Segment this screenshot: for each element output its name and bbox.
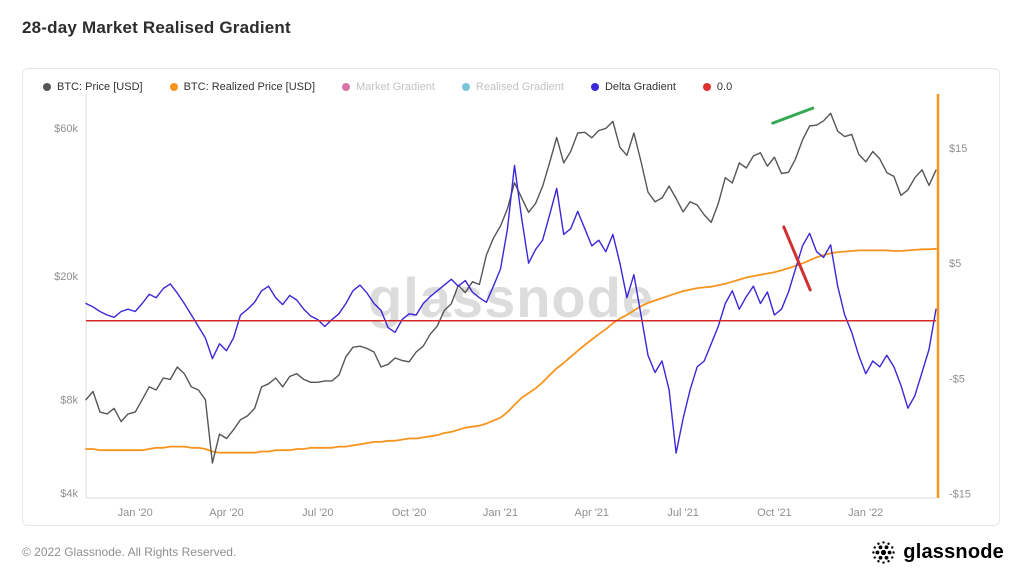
x-axis-tick: Jan '20 [118, 507, 153, 519]
legend-dot-icon [702, 83, 711, 91]
x-axis-tick: Jul '20 [302, 507, 333, 519]
legend-dot-icon [590, 83, 599, 91]
left-axis-tick: $60k [54, 123, 78, 135]
logo-dot [891, 555, 894, 559]
page-title: 28-day Market Realised Gradient [22, 18, 291, 37]
logo-dot [873, 545, 877, 549]
logo-dot [887, 542, 891, 545]
brand-name: glassnode [903, 540, 1004, 563]
logo-dot [877, 542, 880, 545]
x-axis-tick: Apr '20 [209, 507, 244, 519]
x-axis-tick: Oct '20 [392, 507, 427, 519]
logo-dot [878, 544, 883, 549]
logo-dot [878, 555, 883, 560]
legend-dot-icon [461, 83, 470, 91]
logo-dot [887, 559, 891, 562]
chart-card: BTC: Price [USD] BTC: Realized Price [USD… [22, 68, 1000, 526]
legend-dot-icon [43, 83, 51, 91]
right-axis-tick: $15 [949, 143, 967, 155]
legend-label: 0.0 [716, 81, 733, 93]
x-axis-tick: Jan '22 [848, 507, 883, 519]
left-axis-tick: $8k [60, 395, 78, 407]
legend-dot-icon [342, 83, 351, 91]
x-axis-tick: Jan '21 [483, 507, 518, 519]
logo-dot [892, 550, 896, 554]
legend-label: Realised Gradient [475, 81, 564, 93]
watermark: glassnode [368, 266, 654, 329]
left-axis-tick: $20k [54, 271, 78, 283]
logo-dot [881, 549, 887, 555]
right-axis-tick: -$15 [949, 488, 971, 500]
logo-dot [887, 550, 892, 554]
x-axis-tick: Jul '21 [667, 507, 698, 519]
series-line-delta-gradient [85, 164, 937, 454]
right-axis-tick: -$5 [949, 373, 965, 385]
footer: © 2022 Glassnode. All Rights Reserved. g… [22, 536, 1004, 568]
legend-item-market-gradient[interactable]: Market Gradient [342, 81, 435, 93]
logo-dot [882, 560, 885, 564]
legend-dot-icon [169, 83, 178, 91]
logo-dot [873, 555, 877, 559]
logo-dot [891, 545, 894, 549]
glassnode-logo: glassnode [871, 540, 1004, 565]
left-axis-tick: $4k [60, 488, 78, 500]
legend-item-btc-realized-price-usd[interactable]: BTC: Realized Price [USD] [169, 81, 316, 93]
logo-dot [877, 559, 880, 562]
legend-item-realised-gradient[interactable]: Realised Gradient [461, 81, 564, 93]
copyright-text: © 2022 Glassnode. All Rights Reserved. [22, 545, 237, 559]
annotation-bull-trendline [771, 106, 815, 125]
glassnode-logo-icon [872, 540, 896, 564]
logo-dot [884, 544, 889, 549]
legend-label: Delta Gradient [604, 81, 676, 93]
chart-plot: glassnode $60k $20k $8k $4k $15 $5 -$5 -$15 Jan '… [54, 94, 971, 519]
logo-dot [875, 550, 880, 554]
logo-dot [884, 555, 889, 560]
legend-item-delta-gradient[interactable]: Delta Gradient [590, 81, 676, 93]
legend-item-0-0[interactable]: 0.0 [702, 81, 733, 93]
chart-legend: BTC: Price [USD] BTC: Realized Price [USD… [43, 76, 991, 98]
x-axis-tick: Oct '21 [757, 507, 792, 519]
legend-item-btc-price-usd[interactable]: BTC: Price [USD] [43, 81, 143, 93]
logo-dot [882, 540, 885, 544]
annotation-bear-trendline [782, 225, 812, 292]
x-axis-tick: Apr '21 [575, 507, 610, 519]
legend-label: BTC: Price [USD] [57, 81, 143, 93]
series-line-btc-realized-price-usd [85, 247, 937, 454]
right-axis-tick: $5 [949, 258, 961, 270]
legend-label: Market Gradient [356, 81, 435, 93]
logo-dot [872, 550, 875, 554]
legend-label: BTC: Realized Price [USD] [183, 81, 316, 93]
